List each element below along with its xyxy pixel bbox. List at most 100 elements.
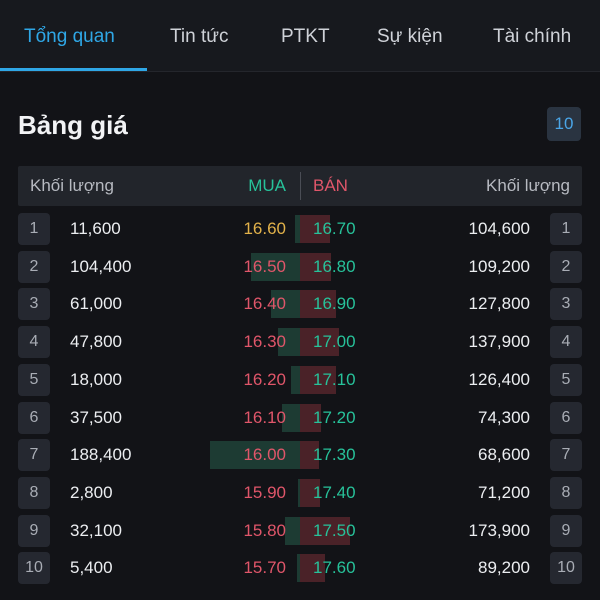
buy-depth-bar bbox=[250, 252, 300, 281]
buy-volume: 61,000 bbox=[70, 294, 122, 314]
order-book-row: 9 32,100 15.80 17.50 173,900 9 bbox=[18, 513, 582, 549]
row-index-right: 6 bbox=[550, 401, 582, 434]
buy-price[interactable]: 15.80 bbox=[243, 520, 286, 540]
sell-depth-bar bbox=[300, 290, 337, 319]
header-sell: BÁN bbox=[313, 176, 348, 195]
sell-price[interactable]: 17.60 bbox=[313, 558, 356, 578]
buy-depth-bar bbox=[284, 516, 300, 545]
order-book-row: 3 61,000 16.40 16.90 127,800 3 bbox=[18, 286, 582, 322]
sell-price[interactable]: 17.40 bbox=[313, 482, 356, 502]
buy-volume: 32,100 bbox=[70, 520, 122, 540]
buy-price[interactable]: 16.60 bbox=[243, 219, 286, 238]
tab-bar: Tổng quan Tin tức PTKT Sự kiện Tài chính bbox=[0, 0, 600, 72]
buy-price[interactable]: 15.70 bbox=[243, 558, 286, 578]
sell-price[interactable]: 16.90 bbox=[313, 294, 356, 314]
order-book-row: 5 18,000 16.20 17.10 126,400 5 bbox=[18, 362, 582, 398]
row-index-right: 7 bbox=[550, 439, 582, 472]
buy-depth-bar bbox=[277, 328, 300, 357]
buy-volume: 188,400 bbox=[70, 445, 132, 465]
row-index-left: 3 bbox=[18, 288, 50, 321]
buy-volume: 37,500 bbox=[70, 407, 122, 427]
header-sell-volume: Khối lượng bbox=[486, 176, 570, 195]
row-index-left: 6 bbox=[18, 401, 50, 434]
order-book-row: 10 5,400 15.70 17.60 89,200 10 bbox=[18, 550, 582, 586]
row-index-right: 10 bbox=[550, 552, 582, 585]
buy-price[interactable]: 16.30 bbox=[243, 332, 286, 352]
row-index-right: 9 bbox=[550, 514, 582, 547]
row-index-left: 7 bbox=[18, 439, 50, 472]
sell-depth-bar bbox=[300, 252, 332, 281]
buy-volume: 5,400 bbox=[70, 558, 113, 578]
row-index-left: 4 bbox=[18, 326, 50, 359]
buy-price[interactable]: 16.40 bbox=[243, 294, 286, 314]
tab-technical-analysis[interactable]: PTKT bbox=[281, 26, 330, 47]
order-book-row: 1 11,600 16.60 16.70 104,600 1 bbox=[18, 211, 582, 247]
order-book-row: 4 47,800 16.30 17.00 137,900 4 bbox=[18, 324, 582, 360]
sell-price[interactable]: 16.70 bbox=[313, 219, 356, 238]
tab-events[interactable]: Sự kiện bbox=[377, 26, 443, 47]
sell-depth-bar bbox=[300, 403, 322, 432]
sell-volume: 109,200 bbox=[468, 256, 530, 276]
row-index-left: 10 bbox=[18, 552, 50, 585]
order-book-row: 7 188,400 16.00 17.30 68,600 7 bbox=[18, 437, 582, 473]
sell-depth-bar bbox=[300, 215, 330, 243]
header-buy: MUA bbox=[248, 176, 286, 195]
buy-price[interactable]: 15.90 bbox=[243, 482, 286, 502]
buy-price[interactable]: 16.20 bbox=[243, 369, 286, 389]
order-book-row: 2 104,400 16.50 16.80 109,200 2 bbox=[18, 249, 582, 285]
buy-depth-bar bbox=[298, 478, 300, 507]
active-tab-indicator bbox=[0, 68, 147, 71]
sell-price[interactable]: 17.00 bbox=[313, 332, 356, 352]
sell-depth-bar bbox=[300, 365, 337, 394]
sell-volume: 127,800 bbox=[468, 294, 530, 314]
sell-volume: 89,200 bbox=[478, 558, 530, 578]
row-index-left: 5 bbox=[18, 363, 50, 396]
row-index-left: 8 bbox=[18, 476, 50, 509]
sell-volume: 173,900 bbox=[468, 520, 530, 540]
buy-depth-bar bbox=[294, 215, 300, 243]
header-divider bbox=[300, 172, 301, 200]
header-buy-volume: Khối lượng bbox=[30, 176, 114, 195]
sell-depth-bar bbox=[300, 478, 321, 507]
sell-price[interactable]: 17.30 bbox=[313, 445, 356, 465]
tab-overview[interactable]: Tổng quan bbox=[24, 26, 115, 47]
buy-depth-bar bbox=[210, 441, 300, 470]
buy-volume: 104,400 bbox=[70, 256, 132, 276]
sell-price[interactable]: 16.80 bbox=[313, 256, 356, 276]
buy-volume: 11,600 bbox=[70, 219, 121, 238]
sell-volume: 104,600 bbox=[468, 219, 530, 238]
row-index-right: 2 bbox=[550, 250, 582, 283]
tab-news[interactable]: Tin tức bbox=[170, 26, 229, 47]
order-book-row: 6 37,500 16.10 17.20 74,300 6 bbox=[18, 400, 582, 436]
sell-volume: 126,400 bbox=[468, 369, 530, 389]
buy-depth-bar bbox=[282, 403, 300, 432]
row-index-left: 1 bbox=[18, 213, 50, 245]
sell-price[interactable]: 17.20 bbox=[313, 407, 356, 427]
buy-price[interactable]: 16.00 bbox=[243, 445, 286, 465]
depth-selector-button[interactable]: 10 bbox=[547, 107, 581, 141]
sell-volume: 137,900 bbox=[468, 332, 530, 352]
sell-depth-bar bbox=[300, 328, 340, 357]
buy-depth-bar bbox=[271, 290, 300, 319]
row-index-left: 9 bbox=[18, 514, 50, 547]
section-title: Bảng giá bbox=[18, 110, 128, 140]
row-index-right: 3 bbox=[550, 288, 582, 321]
sell-depth-bar bbox=[300, 516, 350, 545]
row-index-right: 4 bbox=[550, 326, 582, 359]
row-index-right: 1 bbox=[550, 213, 582, 245]
buy-volume: 47,800 bbox=[70, 332, 122, 352]
sell-volume: 71,200 bbox=[478, 482, 530, 502]
sell-price[interactable]: 17.50 bbox=[313, 520, 356, 540]
row-index-left: 2 bbox=[18, 250, 50, 283]
sell-price[interactable]: 17.10 bbox=[313, 369, 356, 389]
buy-price[interactable]: 16.10 bbox=[243, 407, 286, 427]
buy-depth-bar bbox=[291, 365, 300, 394]
buy-volume: 18,000 bbox=[70, 369, 122, 389]
buy-volume: 2,800 bbox=[70, 482, 113, 502]
order-book-row: 8 2,800 15.90 17.40 71,200 8 bbox=[18, 475, 582, 511]
sell-volume: 74,300 bbox=[478, 407, 530, 427]
buy-price[interactable]: 16.50 bbox=[243, 256, 286, 276]
buy-depth-bar bbox=[297, 554, 300, 583]
tab-financials[interactable]: Tài chính bbox=[493, 26, 572, 47]
order-book-header: Khối lượng MUA BÁN Khối lượng bbox=[18, 166, 582, 206]
